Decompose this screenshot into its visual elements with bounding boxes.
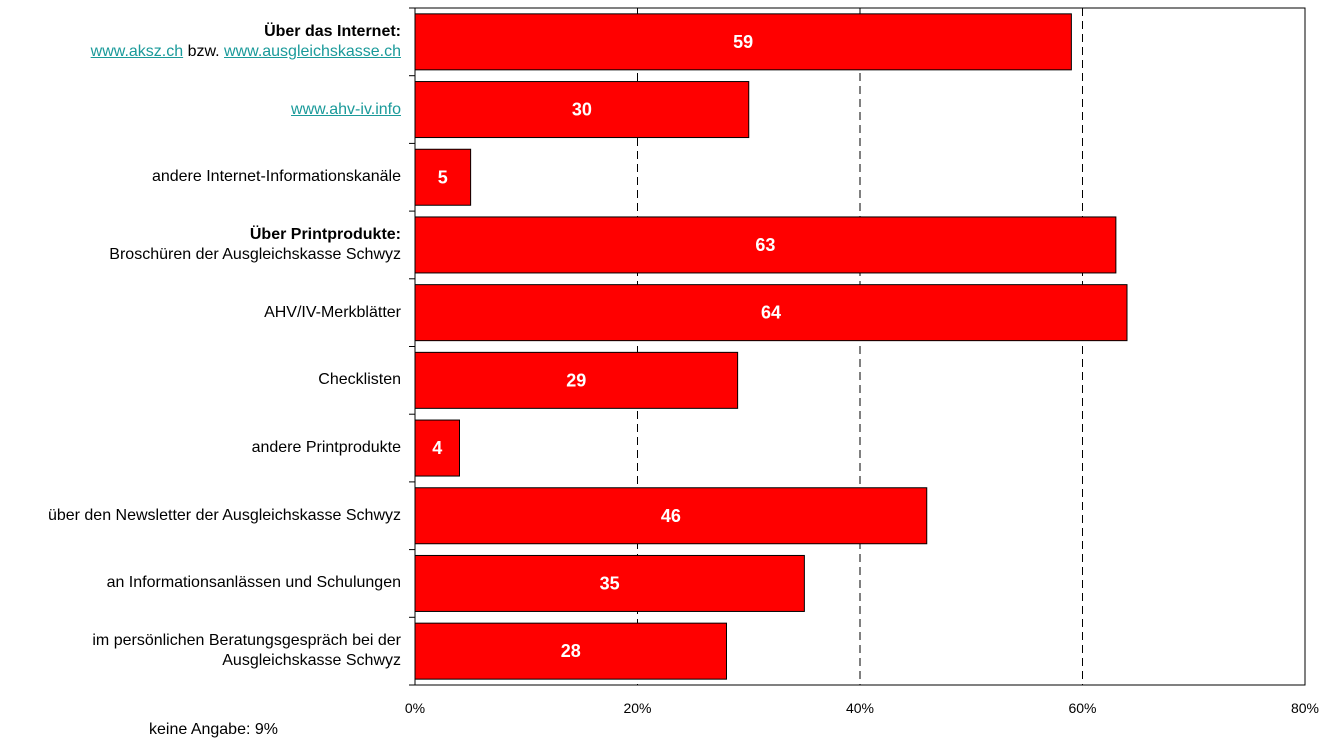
category-label-0: Über das Internet: www.aksz.ch bzw. www.a… — [0, 22, 401, 62]
category-text-part-2-0: andere Internet-Informationskanäle — [151, 168, 401, 186]
category-text-part-3-0: Broschüren der Ausgleichskasse Schwyz — [109, 245, 401, 263]
category-text-part-4-0: AHV/IV-Merkblätter — [264, 303, 401, 321]
x-tick-label-4: 80% — [1291, 700, 1319, 716]
category-text-6: andere Printprodukte — [0, 438, 401, 458]
category-label-5: Checklisten — [0, 370, 401, 390]
category-label-2: andere Internet-Informationskanäle — [0, 167, 401, 187]
category-text-part-8-0: an Informationsanlässen und Schulungen — [106, 574, 401, 592]
category-text-7: über den Newsletter der Ausgleichskasse … — [16, 506, 401, 526]
bar-value-label-7: 46 — [661, 506, 681, 526]
category-text-0: www.aksz.ch bzw. www.ausgleichskasse.ch — [0, 42, 401, 62]
category-label-4: AHV/IV-Merkblätter — [0, 303, 401, 323]
bars: 59 30 5 63 64 29 4 46 35 28 — [414, 13, 1128, 680]
category-label-7: über den Newsletter der Ausgleichskasse … — [0, 506, 401, 526]
bar-4 — [414, 284, 1128, 342]
bar-value-label-2: 5 — [438, 167, 448, 187]
category-label-1: www.ahv-iv.info — [0, 100, 401, 120]
category-label-6: andere Printprodukte — [0, 438, 401, 458]
bar-5 — [414, 351, 739, 409]
bar-value-label-3: 63 — [755, 235, 775, 255]
category-text-9: im persönlichen Beratungsgespräch bei de… — [16, 631, 401, 671]
category-link-1-0[interactable]: www.ahv-iv.info — [291, 100, 401, 118]
category-link-0-2[interactable]: www.ausgleichskasse.ch — [224, 42, 401, 60]
category-text-part-5-0: Checklisten — [318, 371, 401, 389]
category-heading-0: Über das Internet: — [264, 22, 401, 40]
bar-value-label-5: 29 — [566, 370, 586, 390]
bar-value-label-1: 30 — [572, 100, 592, 120]
x-ticks: 0% 20% 40% 60% 80% — [405, 700, 1319, 716]
bar-2 — [414, 148, 472, 206]
x-tick-label-2: 40% — [846, 700, 874, 716]
category-text-1: www.ahv-iv.info — [0, 100, 401, 120]
category-link-0-0[interactable]: www.aksz.ch — [90, 42, 184, 60]
bar-value-label-4: 64 — [761, 303, 781, 323]
category-heading-3: Über Printprodukte: — [249, 225, 401, 243]
bar-value-label-6: 4 — [432, 438, 442, 458]
category-text-part-0-1: bzw. — [183, 42, 225, 60]
category-text-part-7-0: über den Newsletter der Ausgleichskasse … — [47, 506, 401, 524]
category-text-5: Checklisten — [0, 370, 401, 390]
axes — [409, 7, 1306, 686]
category-label-8: an Informationsanlässen und Schulungen — [0, 573, 401, 593]
bar-value-label-9: 28 — [561, 641, 581, 661]
category-text-4: AHV/IV-Merkblätter — [0, 303, 401, 323]
bar-6 — [414, 419, 460, 477]
category-text-part-6-0: andere Printprodukte — [251, 439, 401, 457]
category-label-3: Über Printprodukte: Broschüren der Ausgle… — [0, 225, 401, 265]
no-answer-note: keine Angabe: 9% — [149, 721, 278, 738]
bar-value-label-8: 35 — [600, 573, 620, 593]
category-text-part-9-0: im persönlichen Beratungsgespräch bei de… — [92, 632, 401, 670]
x-tick-label-0: 0% — [405, 700, 425, 716]
bar-value-label-0: 59 — [733, 32, 753, 52]
bar-9 — [414, 622, 727, 680]
bar-7 — [414, 487, 928, 545]
category-label-9: im persönlichen Beratungsgespräch bei de… — [0, 631, 401, 671]
category-text-3: Broschüren der Ausgleichskasse Schwyz — [0, 245, 401, 265]
category-text-2: andere Internet-Informationskanäle — [0, 167, 401, 187]
x-tick-label-1: 20% — [623, 700, 651, 716]
x-tick-label-3: 60% — [1068, 700, 1096, 716]
category-text-8: an Informationsanlässen und Schulungen — [0, 573, 401, 593]
